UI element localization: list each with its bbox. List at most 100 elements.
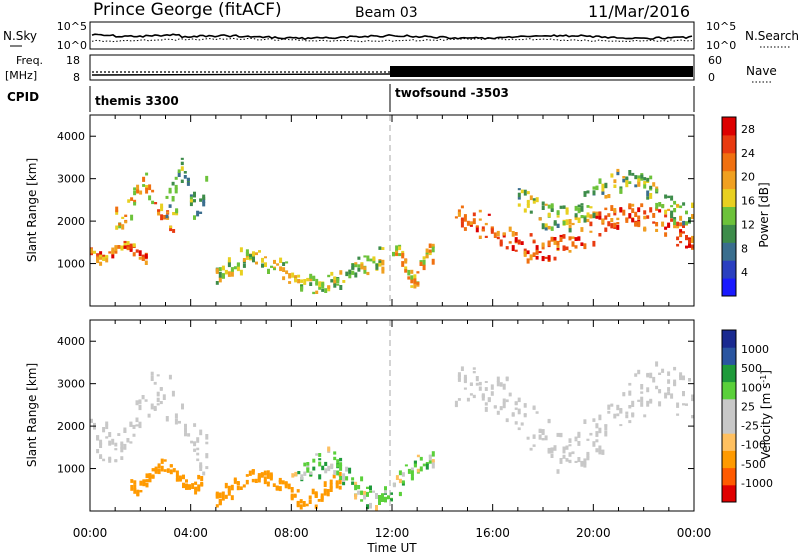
time-axis-label: Time UT [366, 541, 417, 554]
echo-cell [251, 478, 255, 483]
echo-cell [263, 476, 267, 481]
echo-cell [649, 398, 653, 402]
echo-cell [303, 462, 307, 467]
echo-cell [646, 215, 650, 219]
echo-cell [616, 222, 620, 225]
echo-cell [136, 490, 140, 496]
echo-cell [649, 175, 653, 180]
echo-cell [338, 485, 342, 490]
y-tick-label: 2000 [57, 215, 85, 228]
echo-cell [520, 422, 524, 426]
echo-cell [637, 180, 641, 187]
echo-cell [249, 257, 252, 261]
echo-cell [583, 462, 587, 468]
power-colorbar-label: Power [dB] [757, 182, 771, 247]
echo-cell [568, 250, 572, 253]
echo-cell [658, 202, 662, 207]
echo-cell [511, 231, 515, 237]
echo-cell [306, 463, 310, 469]
nsky-tick-high: 10^5 [57, 20, 87, 33]
echo-cell [625, 414, 629, 419]
echo-cell [544, 435, 548, 441]
echo-cell [168, 190, 172, 194]
echo-cell [150, 371, 154, 376]
echo-cell [90, 248, 93, 254]
echo-cell [670, 195, 674, 201]
echo-cell [655, 188, 659, 193]
echo-cell [227, 271, 231, 277]
echo-cell [264, 256, 267, 259]
echo-cell [664, 209, 668, 215]
echo-cell [460, 217, 464, 222]
velocity-echoes [90, 361, 694, 511]
echo-cell [160, 214, 164, 221]
echo-cell [150, 375, 154, 381]
echo-cell [99, 251, 103, 257]
echo-cell [673, 200, 677, 205]
echo-cell [257, 477, 261, 483]
echo-cell [550, 236, 554, 242]
echo-cell [532, 434, 536, 439]
echo-cell [335, 480, 339, 485]
echo-cell [221, 491, 225, 497]
echo-cell [120, 441, 124, 445]
echo-cell [120, 245, 124, 251]
echo-cell [604, 430, 608, 434]
echo-cell [255, 252, 258, 256]
echo-cell [649, 193, 653, 199]
echo-cell [183, 175, 187, 179]
echo-cell [664, 214, 668, 218]
echo-cell [691, 235, 694, 242]
colorbar-segment [722, 224, 736, 243]
echo-cell [631, 403, 635, 407]
echo-cell [111, 438, 115, 445]
echo-cell [610, 403, 614, 407]
cpid-panel: CPID themis 3300 twofsound -3503 [7, 84, 695, 112]
echo-cell [318, 281, 322, 288]
echo-cell [366, 271, 370, 276]
echo-cell [553, 222, 557, 226]
colorbar-segment [722, 260, 736, 279]
echo-cell [643, 226, 647, 232]
echo-cell [616, 217, 620, 221]
echo-cell [592, 441, 596, 447]
echo-cell [215, 493, 219, 499]
power-panel: Slant Range [km] 1000 2000 3000 4000 4 8 12 16… [25, 114, 771, 307]
echo-cell [156, 391, 160, 397]
echo-cell [200, 482, 204, 486]
echo-cell [682, 403, 685, 406]
echo-cell [676, 402, 680, 408]
echo-cell [398, 246, 402, 251]
echo-cell [133, 484, 137, 490]
echo-cell [580, 242, 584, 246]
echo-cell [381, 268, 385, 274]
nsky-label: N.Sky [3, 29, 37, 43]
echo-cell [544, 225, 548, 231]
echo-cell [336, 470, 340, 476]
echo-cell [541, 256, 545, 262]
echo-cell [135, 417, 139, 423]
echo-cell [272, 483, 276, 487]
echo-cell [601, 218, 605, 224]
echo-cell [135, 400, 139, 403]
echo-cell [312, 276, 316, 279]
echo-cell [586, 438, 590, 441]
echo-cell [148, 475, 152, 480]
echo-cell [613, 413, 617, 419]
echo-cell [595, 185, 599, 191]
echo-cell [691, 397, 694, 402]
y-tick-label: 4000 [57, 130, 85, 143]
echo-cell [366, 255, 370, 262]
echo-cell [538, 217, 542, 221]
echo-cell [592, 212, 596, 219]
echo-cell [249, 254, 252, 258]
echo-cell [153, 381, 157, 385]
colorbar-tick-label: 20 [741, 171, 755, 184]
echo-cell [93, 250, 96, 254]
echo-cell [619, 188, 623, 194]
echo-cell [239, 486, 243, 490]
echo-cell [667, 208, 671, 211]
echo-cell [466, 220, 470, 226]
echo-cell [157, 209, 161, 216]
echo-cell [339, 270, 343, 275]
